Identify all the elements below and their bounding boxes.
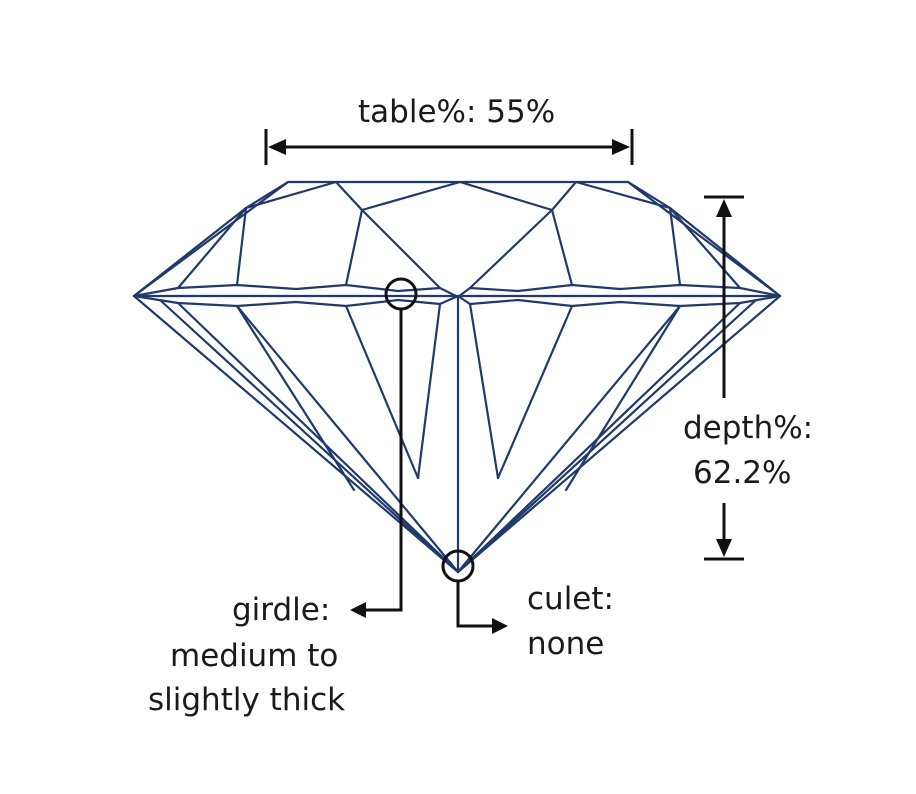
depth-down-arrowhead (716, 539, 732, 557)
depth-label-line2: 62.2% (693, 455, 792, 491)
girdle-label-line1: girdle: (232, 592, 331, 628)
culet-label-line2: none (527, 626, 605, 662)
table-left-arrowhead (268, 139, 286, 155)
table-right-arrowhead (612, 139, 630, 155)
table-label: table%: 55% (358, 94, 556, 130)
girdle-arrowhead (350, 602, 366, 618)
depth-up-arrowhead (716, 199, 732, 217)
culet-callout (441, 549, 508, 634)
pavilion-facets (158, 294, 758, 574)
table-dimension-line (264, 129, 634, 165)
depth-dimension-line (704, 195, 744, 561)
girdle-callout (350, 277, 418, 618)
crown-facets (132, 180, 782, 299)
girdle-marker-circle (384, 277, 418, 311)
culet-label-line1: culet: (527, 581, 614, 617)
culet-arrowhead (492, 618, 508, 634)
depth-label-line1: depth%: (683, 410, 814, 446)
girdle-label-line3: slightly thick (148, 682, 346, 718)
girdle-label-line2: medium to (170, 638, 339, 674)
